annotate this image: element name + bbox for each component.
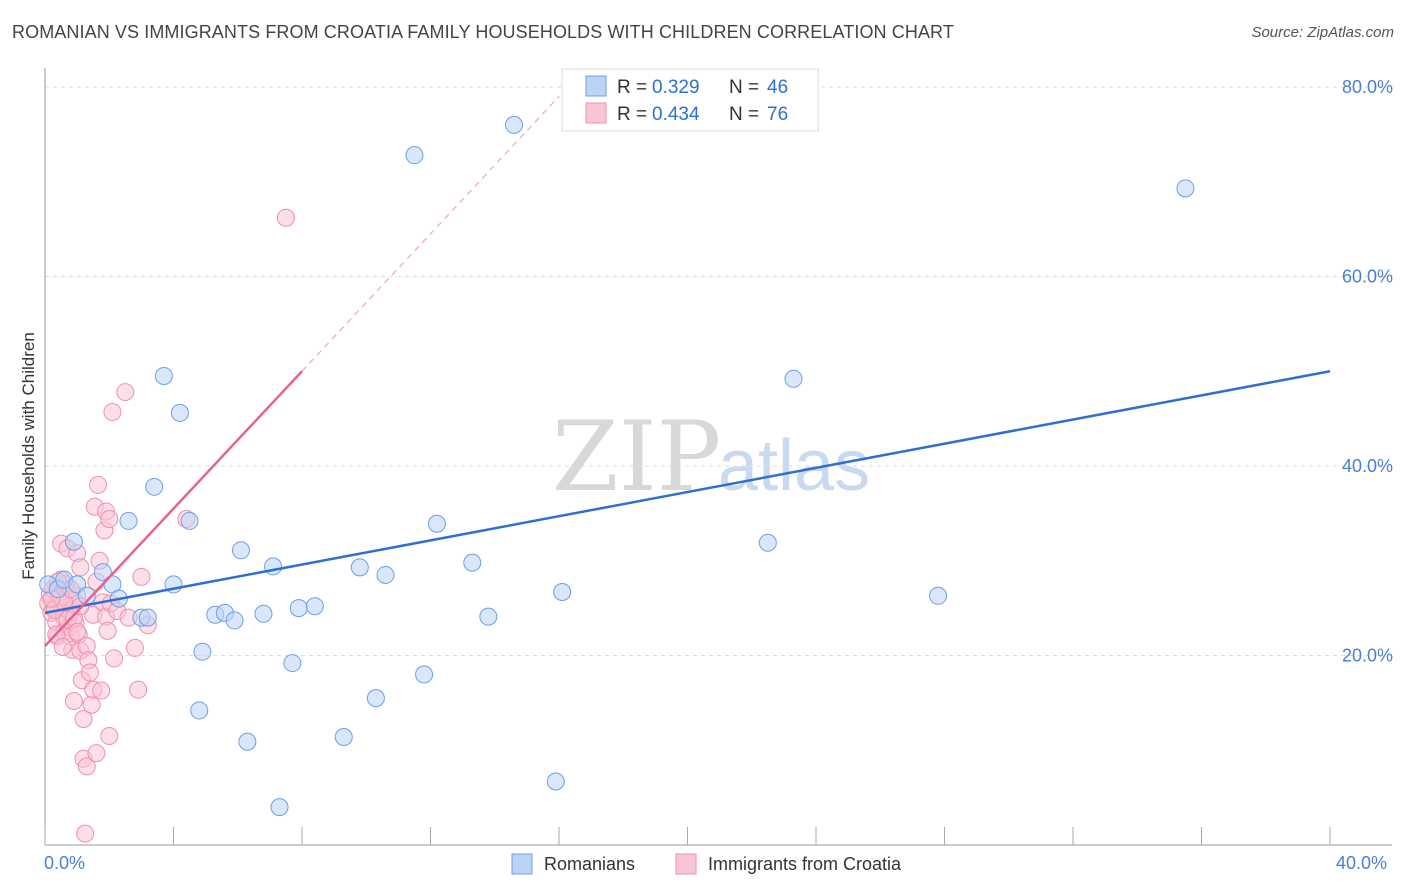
croatia-point	[100, 510, 119, 529]
romanian-point	[170, 403, 189, 422]
croatia-point	[125, 638, 144, 657]
croatia-point	[71, 558, 90, 577]
romanian-point	[264, 557, 283, 576]
croatia-point	[103, 402, 122, 421]
croatia-point	[276, 208, 295, 227]
grid-lines	[45, 86, 1392, 656]
bottom-legend-swatch-croatia	[675, 853, 697, 875]
romanian-points	[39, 115, 1195, 817]
y-tick-label-80: 80.0%	[1342, 77, 1393, 97]
x-tick-label-0: 0.0%	[44, 853, 85, 873]
romanian-point	[546, 772, 565, 791]
romanian-point	[1176, 179, 1195, 198]
romanian-point	[479, 607, 498, 626]
romanian-point	[190, 701, 209, 720]
croatia-point	[74, 709, 93, 728]
romanian-point	[154, 366, 173, 385]
romanian-point	[305, 597, 324, 616]
romanian-point	[238, 732, 257, 751]
y-tick-label-20: 20.0%	[1342, 645, 1393, 665]
series-legend: Romanians Immigrants from Croatia	[511, 853, 902, 875]
correlation-legend: R = 0.329 N = 46 R = 0.434 N = 76	[561, 68, 819, 132]
y-tick-labels: 20.0% 40.0% 60.0% 80.0%	[1342, 77, 1393, 666]
romanian-point	[405, 146, 424, 165]
romanian-point	[505, 115, 524, 134]
romanian-point	[93, 563, 112, 582]
romanian-point	[145, 477, 164, 496]
legend-n-value-blue: 46	[767, 77, 788, 98]
trend-lines	[44, 96, 1331, 647]
croatia-point	[98, 621, 117, 640]
romanian-point	[350, 558, 369, 577]
croatia-point	[87, 744, 106, 763]
croatia-point	[129, 680, 148, 699]
croatia-point	[116, 383, 135, 402]
croatia-point	[105, 649, 124, 668]
romanian-point	[254, 604, 273, 623]
croatia-point	[77, 757, 96, 776]
romanian-point	[180, 511, 199, 530]
legend-r-label-blue: R =	[617, 77, 647, 98]
romanian-point	[138, 608, 157, 627]
romanian-point	[64, 532, 83, 551]
romanian-point	[427, 514, 446, 533]
legend-swatch-pink	[585, 102, 607, 124]
legend-r-label-pink: R =	[617, 104, 647, 125]
croatia-point	[100, 727, 119, 746]
romanian-point	[334, 727, 353, 746]
y-axis-label: Family Households with Children	[19, 332, 38, 580]
romanian-point	[289, 599, 308, 618]
source-label: Source: ZipAtlas.com	[1251, 24, 1394, 41]
bottom-legend-croatia: Immigrants from Croatia	[708, 854, 902, 874]
romanian-point	[553, 583, 572, 602]
romanian-point	[415, 665, 434, 684]
bottom-legend-romanians: Romanians	[544, 854, 635, 874]
croatia-points	[39, 208, 295, 843]
legend-n-value-pink: 76	[767, 104, 788, 125]
romanian-point	[784, 369, 803, 388]
chart-title: ROMANIAN VS IMMIGRANTS FROM CROATIA FAMI…	[12, 22, 954, 42]
x-tick-label-40: 40.0%	[1336, 853, 1387, 873]
legend-r-value-blue: 0.329	[652, 77, 700, 98]
romanian-point	[283, 654, 302, 673]
croatia-trend-extension	[301, 96, 560, 372]
romanian-point	[463, 553, 482, 572]
romanian-point	[758, 533, 777, 552]
romanian-point	[193, 642, 212, 661]
croatia-point	[132, 567, 151, 586]
romanian-point	[231, 541, 250, 560]
croatia-trend-line	[44, 370, 303, 647]
legend-n-label-blue: N =	[729, 77, 759, 98]
y-tick-label-60: 60.0%	[1342, 266, 1393, 286]
romanian-point	[366, 689, 385, 708]
croatia-point	[82, 695, 101, 714]
legend-r-value-pink: 0.434	[652, 104, 700, 125]
croatia-point	[53, 637, 72, 656]
y-tick-label-40: 40.0%	[1342, 456, 1393, 476]
x-axis-ticks	[44, 827, 1331, 845]
watermark-zip: ZIP	[552, 401, 721, 513]
legend-swatch-blue	[585, 75, 607, 97]
romanian-point	[270, 798, 289, 817]
croatia-point	[89, 475, 108, 494]
romanian-point	[225, 611, 244, 630]
romanian-point	[119, 511, 138, 530]
legend-n-label-pink: N =	[729, 104, 759, 125]
romanian-point	[929, 586, 948, 605]
croatia-point	[80, 663, 99, 682]
romanian-point	[376, 565, 395, 584]
croatia-point	[64, 691, 83, 710]
romanian-trend-line	[44, 369, 1331, 615]
bottom-legend-swatch-romanians	[511, 853, 533, 875]
croatia-point	[68, 622, 87, 641]
croatia-point	[92, 681, 111, 700]
croatia-point	[76, 824, 95, 843]
